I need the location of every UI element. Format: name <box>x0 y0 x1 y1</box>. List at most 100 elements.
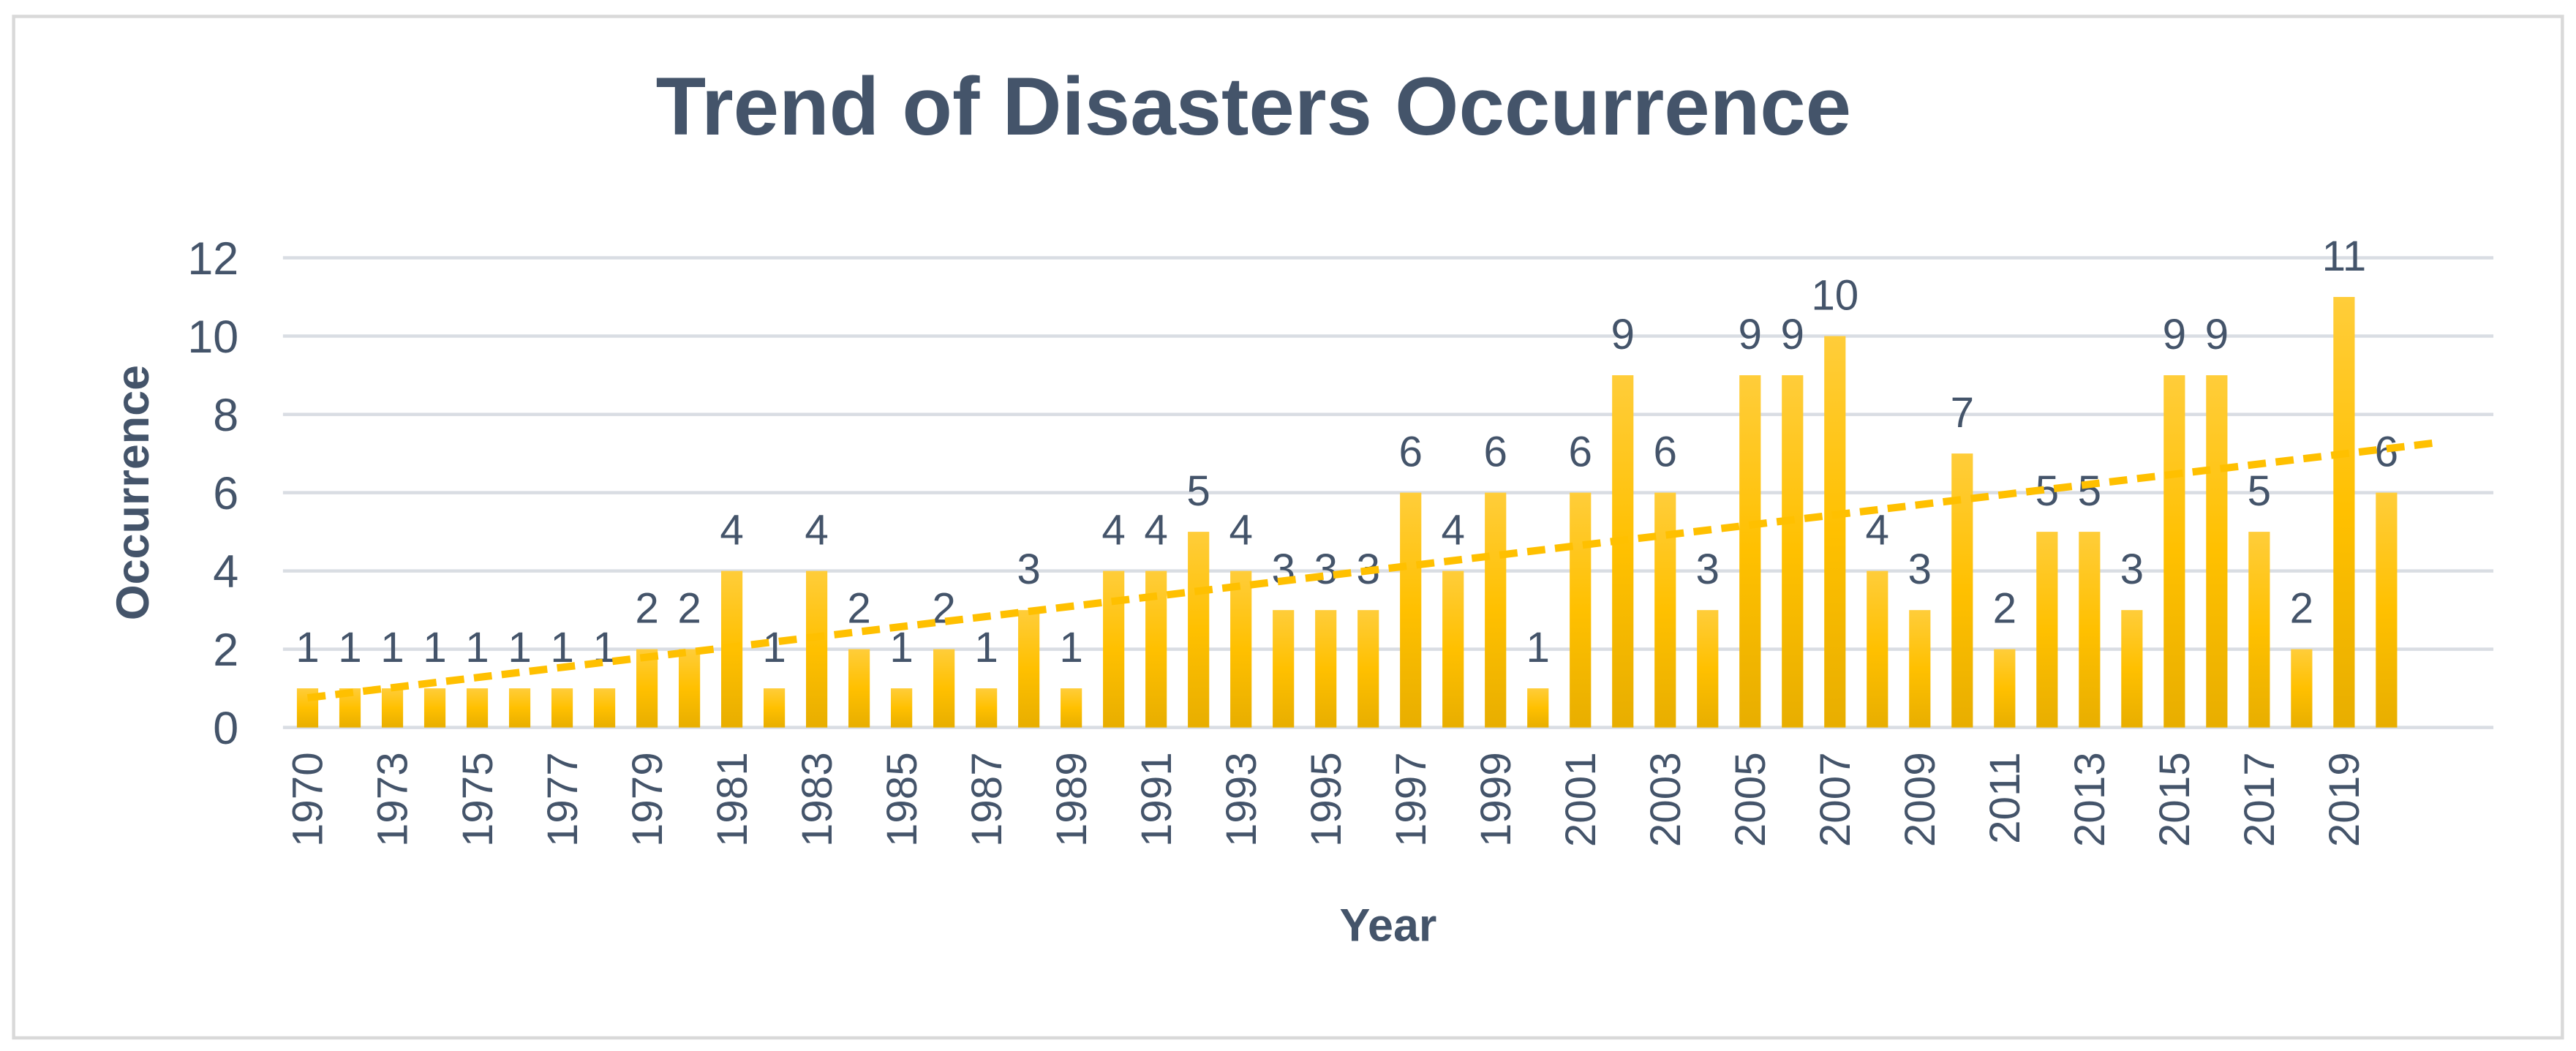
bar <box>848 649 870 728</box>
bar <box>2079 532 2101 728</box>
data-label: 6 <box>2375 429 2398 476</box>
data-label: 2 <box>847 585 870 633</box>
x-tick-label: 2019 <box>2321 752 2368 847</box>
data-label: 2 <box>635 585 658 633</box>
chart-border <box>12 15 2564 1040</box>
bar <box>1612 375 1634 728</box>
data-label: 1 <box>338 624 361 671</box>
data-label: 5 <box>1186 467 1210 515</box>
data-label: 4 <box>1144 507 1167 554</box>
x-tick-label: 1979 <box>624 752 671 847</box>
data-label: 1 <box>762 624 786 671</box>
bar <box>2036 532 2058 728</box>
data-label: 2 <box>932 585 955 633</box>
data-label: 3 <box>1908 546 1932 593</box>
bar <box>678 649 701 728</box>
x-tick-label: 1989 <box>1048 752 1096 847</box>
data-label: 2 <box>677 585 701 633</box>
data-label: 1 <box>974 624 998 671</box>
data-label: 1 <box>465 624 489 671</box>
bar <box>1909 610 1931 728</box>
data-label: 1 <box>423 624 446 671</box>
x-tick-label: 1991 <box>1133 752 1180 847</box>
data-label: 4 <box>1866 507 1889 554</box>
data-label: 3 <box>1314 546 1337 593</box>
bar <box>764 688 786 728</box>
x-tick-label: 1995 <box>1303 752 1350 847</box>
x-tick-label: 2009 <box>1897 752 1944 847</box>
data-label: 2 <box>1993 585 2016 633</box>
x-tick-label: 1987 <box>963 752 1011 847</box>
bar <box>2376 492 2398 728</box>
data-label: 6 <box>1398 429 1422 476</box>
bar <box>2333 297 2355 728</box>
data-label: 1 <box>1059 624 1082 671</box>
data-label: 7 <box>1951 389 1974 437</box>
data-label: 5 <box>2248 467 2271 515</box>
x-tick-label: 2001 <box>1557 752 1605 847</box>
x-tick-label: 1985 <box>878 752 926 847</box>
bar <box>636 649 658 728</box>
bar <box>1570 492 1592 728</box>
bar <box>593 688 616 728</box>
x-tick-label: 1977 <box>539 752 587 847</box>
x-tick-label: 2017 <box>2236 752 2283 847</box>
bar <box>1400 492 1422 728</box>
x-tick-label: 2007 <box>1812 752 1859 847</box>
bar <box>2291 649 2313 728</box>
bar <box>976 688 998 728</box>
data-label: 4 <box>1229 507 1252 554</box>
bar <box>1061 688 1082 728</box>
x-tick-label: 1973 <box>369 752 417 847</box>
y-axis-title: Occurrence <box>108 365 159 620</box>
bar <box>1357 610 1379 728</box>
bar <box>933 649 955 728</box>
bar <box>1188 532 1210 728</box>
data-label: 1 <box>889 624 913 671</box>
data-label: 4 <box>805 507 828 554</box>
y-tick-label: 0 <box>213 703 238 754</box>
data-label: 1 <box>380 624 404 671</box>
x-axis-title: Year <box>1340 900 1437 952</box>
bar <box>1315 610 1337 728</box>
data-label: 1 <box>1526 624 1549 671</box>
bar <box>1867 570 1888 728</box>
data-label: 3 <box>1696 546 1720 593</box>
bar <box>1824 336 1846 728</box>
data-label: 1 <box>508 624 531 671</box>
y-tick-label: 8 <box>213 390 238 441</box>
x-tick-label: 1997 <box>1387 752 1435 847</box>
bar <box>1739 375 1761 728</box>
x-tick-label: 1983 <box>794 752 841 847</box>
bar <box>2121 610 2143 728</box>
y-tick-label: 4 <box>213 546 238 598</box>
bar <box>1103 570 1125 728</box>
x-tick-label: 1970 <box>285 752 332 847</box>
bar <box>1654 492 1676 728</box>
data-label: 6 <box>1569 429 1592 476</box>
data-label: 9 <box>1739 311 1762 358</box>
data-label: 11 <box>2322 233 2367 280</box>
bar <box>1018 610 1040 728</box>
bar <box>2248 532 2270 728</box>
bar <box>891 688 913 728</box>
data-label: 4 <box>1441 507 1464 554</box>
bar <box>806 570 828 728</box>
bar <box>1697 610 1719 728</box>
data-label: 6 <box>1654 429 1677 476</box>
bar <box>1527 688 1549 728</box>
bar <box>423 688 446 728</box>
bar <box>1230 570 1252 728</box>
x-tick-label: 2011 <box>1981 752 2029 844</box>
bar <box>2163 375 2185 728</box>
bar <box>381 688 404 728</box>
bar <box>1994 649 2016 728</box>
bar <box>1485 492 1507 728</box>
bar <box>551 688 573 728</box>
x-tick-label: 1975 <box>454 752 502 847</box>
y-tick-label: 2 <box>213 625 238 676</box>
data-label: 1 <box>295 624 319 671</box>
bar <box>1442 570 1464 728</box>
bar <box>1782 375 1804 728</box>
bar <box>1951 453 1973 728</box>
